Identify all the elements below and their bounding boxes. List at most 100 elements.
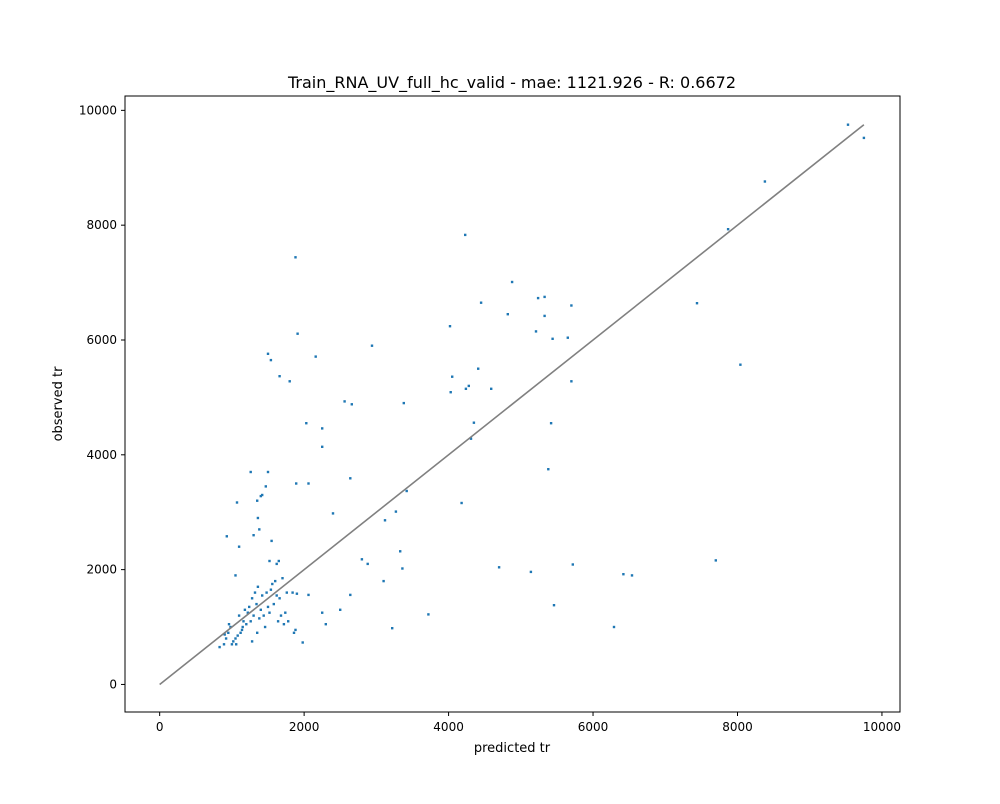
data-point [258, 528, 261, 531]
data-point [349, 593, 352, 597]
y-axis: 0 2000 4000 6000 8000 10000 [79, 103, 125, 691]
data-point [464, 387, 468, 390]
data-point [263, 625, 267, 629]
data-point [281, 577, 284, 580]
identity-line [159, 124, 865, 686]
data-point [236, 634, 239, 637]
data-point [253, 591, 257, 594]
data-point [266, 605, 270, 609]
data-point [360, 558, 364, 561]
data-point [314, 355, 317, 358]
data-point [506, 313, 509, 316]
data-point [258, 617, 261, 620]
data-point [250, 597, 254, 600]
data-point [242, 620, 245, 623]
data-point [266, 352, 270, 355]
data-point [566, 336, 569, 339]
data-point [225, 535, 228, 538]
data-point [543, 314, 546, 318]
x-tick-label: 10000 [863, 720, 901, 734]
data-point [234, 574, 237, 577]
data-point [291, 591, 294, 594]
data-point [630, 574, 634, 577]
plot-frame [124, 95, 901, 713]
data-point [274, 579, 277, 583]
data-point [270, 539, 273, 543]
data-point [276, 620, 280, 623]
data-point [307, 593, 310, 597]
data-point [268, 611, 271, 614]
y-tick-label: 8000 [86, 218, 117, 232]
data-point [237, 545, 241, 548]
data-point [846, 123, 850, 126]
data-point [271, 582, 274, 586]
data-point [235, 643, 238, 646]
data-point [261, 493, 264, 497]
data-point [292, 631, 296, 634]
data-point [272, 602, 275, 606]
x-axis: 0 2000 4000 6000 8000 10000 [156, 712, 901, 734]
data-point [547, 468, 550, 471]
data-point [490, 387, 493, 390]
data-point [391, 627, 394, 630]
data-point [295, 592, 299, 595]
data-point [296, 332, 299, 335]
data-point [399, 550, 402, 553]
data-point [252, 534, 255, 537]
data-point [262, 614, 265, 617]
data-point [726, 228, 730, 231]
data-point [265, 591, 268, 594]
data-point [250, 640, 254, 643]
data-point [695, 302, 699, 305]
data-point [321, 611, 324, 614]
data-point [266, 470, 270, 474]
data-point [301, 641, 304, 644]
data-point [230, 643, 234, 646]
data-point [612, 625, 616, 629]
data-point [427, 613, 430, 616]
data-point [287, 620, 290, 623]
data-point [255, 602, 258, 606]
data-point [264, 485, 267, 488]
data-point [549, 422, 553, 425]
data-point [232, 640, 235, 643]
data-point [394, 510, 398, 513]
data-point [256, 516, 260, 520]
data-point [307, 482, 310, 485]
data-point [497, 566, 501, 569]
plot-area [159, 123, 866, 686]
data-point [401, 567, 404, 570]
data-point [269, 588, 273, 591]
data-point [451, 375, 454, 378]
y-axis-label: observed tr [51, 366, 66, 441]
data-point [279, 614, 283, 617]
data-point [449, 391, 452, 394]
y-tick-label: 0 [109, 677, 117, 691]
data-point [402, 401, 405, 405]
x-tick-label: 8000 [722, 720, 753, 734]
data-point [259, 494, 262, 498]
data-point [366, 562, 369, 566]
data-point [229, 625, 232, 629]
x-axis-label: predicted tr [474, 741, 551, 756]
data-point [714, 559, 717, 562]
data-point [224, 637, 228, 640]
data-point [331, 512, 335, 515]
data-point [256, 631, 259, 634]
data-point [241, 625, 244, 629]
data-point [235, 501, 239, 504]
data-point [234, 637, 237, 640]
data-point [240, 628, 244, 632]
data-point [570, 380, 573, 383]
data-point [245, 623, 248, 626]
data-point [218, 645, 221, 649]
data-point [464, 233, 467, 237]
data-point [227, 631, 230, 634]
data-point [239, 631, 242, 634]
y-tick-label: 6000 [86, 333, 117, 347]
chart-title: Train_RNA_UV_full_hc_valid - mae: 1121.9… [287, 73, 736, 93]
data-point [477, 367, 480, 370]
y-tick-label: 2000 [86, 563, 117, 577]
data-point [350, 403, 353, 406]
